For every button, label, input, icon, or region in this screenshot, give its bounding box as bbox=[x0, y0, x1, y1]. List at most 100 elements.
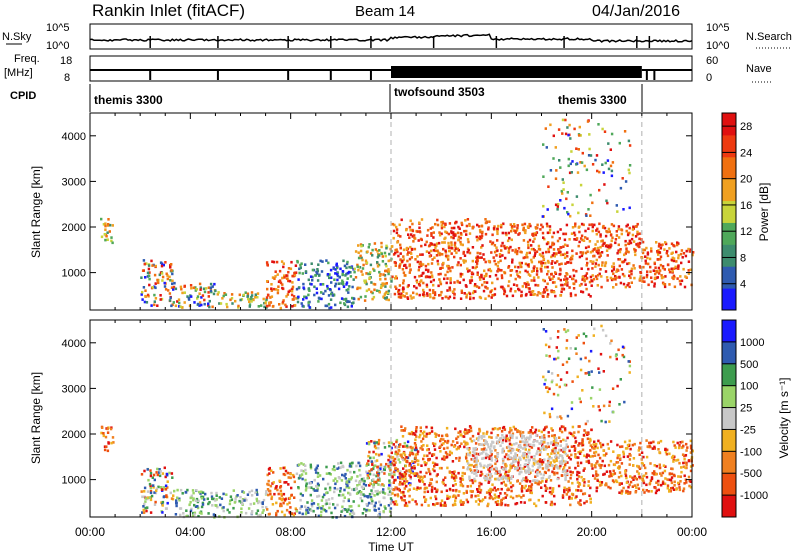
data-cell bbox=[533, 293, 536, 296]
data-cell bbox=[447, 232, 450, 236]
data-cell bbox=[581, 389, 584, 392]
data-cell bbox=[518, 270, 522, 274]
data-cell bbox=[645, 455, 649, 459]
data-cell bbox=[638, 232, 641, 235]
data-cell bbox=[598, 480, 601, 484]
data-cell bbox=[146, 490, 150, 493]
data-cell bbox=[587, 480, 590, 483]
colorbar-segment bbox=[722, 113, 736, 136]
data-cell bbox=[532, 234, 535, 237]
data-cell bbox=[581, 151, 584, 155]
data-cell bbox=[549, 486, 552, 490]
data-cell bbox=[103, 445, 107, 448]
data-cell bbox=[319, 514, 323, 517]
colorbar-segment bbox=[722, 451, 736, 474]
data-cell bbox=[339, 461, 343, 465]
data-cell bbox=[546, 442, 550, 445]
data-cell bbox=[110, 441, 113, 445]
data-cell bbox=[609, 355, 612, 359]
data-cell bbox=[505, 477, 508, 480]
data-cell bbox=[170, 497, 174, 500]
data-cell bbox=[363, 494, 366, 498]
data-cell bbox=[191, 514, 195, 518]
data-cell bbox=[531, 426, 534, 429]
data-cell bbox=[530, 487, 533, 490]
colorbar-segment bbox=[722, 407, 736, 430]
data-cell bbox=[541, 251, 545, 255]
data-cell bbox=[491, 497, 495, 501]
data-cell bbox=[401, 259, 404, 263]
data-cell bbox=[346, 468, 349, 472]
data-cell bbox=[684, 254, 688, 258]
data-cell bbox=[414, 433, 417, 436]
data-cell bbox=[342, 259, 345, 263]
data-cell bbox=[649, 270, 652, 273]
data-cell bbox=[160, 264, 164, 268]
data-cell bbox=[584, 236, 587, 239]
data-cell bbox=[450, 443, 453, 447]
data-cell bbox=[493, 445, 496, 448]
data-cell bbox=[468, 425, 472, 428]
data-cell bbox=[368, 272, 371, 276]
data-cell bbox=[617, 475, 621, 479]
data-cell bbox=[297, 278, 300, 281]
data-cell bbox=[418, 293, 421, 297]
data-cell bbox=[666, 263, 670, 266]
data-cell bbox=[330, 281, 333, 284]
data-cell bbox=[325, 304, 329, 308]
data-cell bbox=[540, 439, 543, 443]
data-cell bbox=[678, 279, 682, 283]
data-cell bbox=[275, 501, 278, 505]
data-cell bbox=[563, 490, 566, 494]
data-cell bbox=[345, 299, 348, 303]
data-cell bbox=[682, 444, 685, 448]
data-cell bbox=[597, 367, 600, 370]
data-cell bbox=[158, 273, 161, 277]
data-cell bbox=[588, 223, 591, 227]
data-cell bbox=[557, 456, 560, 460]
data-cell bbox=[409, 483, 412, 487]
data-cell bbox=[402, 248, 406, 252]
data-cell bbox=[382, 484, 385, 487]
data-cell bbox=[566, 126, 569, 129]
data-cell bbox=[368, 509, 371, 512]
data-cell bbox=[311, 268, 315, 272]
y-tick-label: 2000 bbox=[62, 222, 86, 234]
data-cell bbox=[610, 474, 613, 478]
data-cell bbox=[390, 446, 393, 450]
data-cell bbox=[523, 501, 526, 504]
data-cell bbox=[398, 475, 401, 479]
data-cell bbox=[504, 472, 507, 476]
data-cell bbox=[396, 494, 400, 498]
data-cell bbox=[166, 274, 169, 277]
data-cell bbox=[186, 295, 189, 298]
data-cell bbox=[524, 231, 527, 235]
data-cell bbox=[394, 285, 397, 289]
data-cell bbox=[577, 456, 580, 459]
data-cell bbox=[444, 230, 447, 234]
data-cell bbox=[365, 503, 368, 506]
data-cell bbox=[579, 237, 583, 240]
data-cell bbox=[419, 429, 423, 433]
data-cell bbox=[514, 456, 518, 459]
data-cell bbox=[443, 241, 446, 244]
data-cell bbox=[535, 460, 538, 464]
data-cell bbox=[157, 485, 160, 489]
data-cell bbox=[433, 432, 437, 435]
data-cell bbox=[480, 236, 483, 240]
data-cell bbox=[555, 459, 558, 463]
data-cell bbox=[477, 438, 480, 442]
data-cell bbox=[212, 513, 216, 516]
data-cell bbox=[571, 433, 574, 437]
data-cell bbox=[373, 269, 376, 272]
data-cell bbox=[284, 274, 288, 277]
data-cell bbox=[358, 481, 361, 484]
data-cell bbox=[627, 250, 630, 254]
data-cell bbox=[384, 282, 387, 286]
data-cell bbox=[190, 494, 193, 498]
data-cell bbox=[169, 296, 172, 300]
data-cell bbox=[431, 461, 435, 465]
data-cell bbox=[387, 504, 391, 507]
data-cell bbox=[637, 472, 641, 475]
data-cell bbox=[684, 275, 687, 278]
